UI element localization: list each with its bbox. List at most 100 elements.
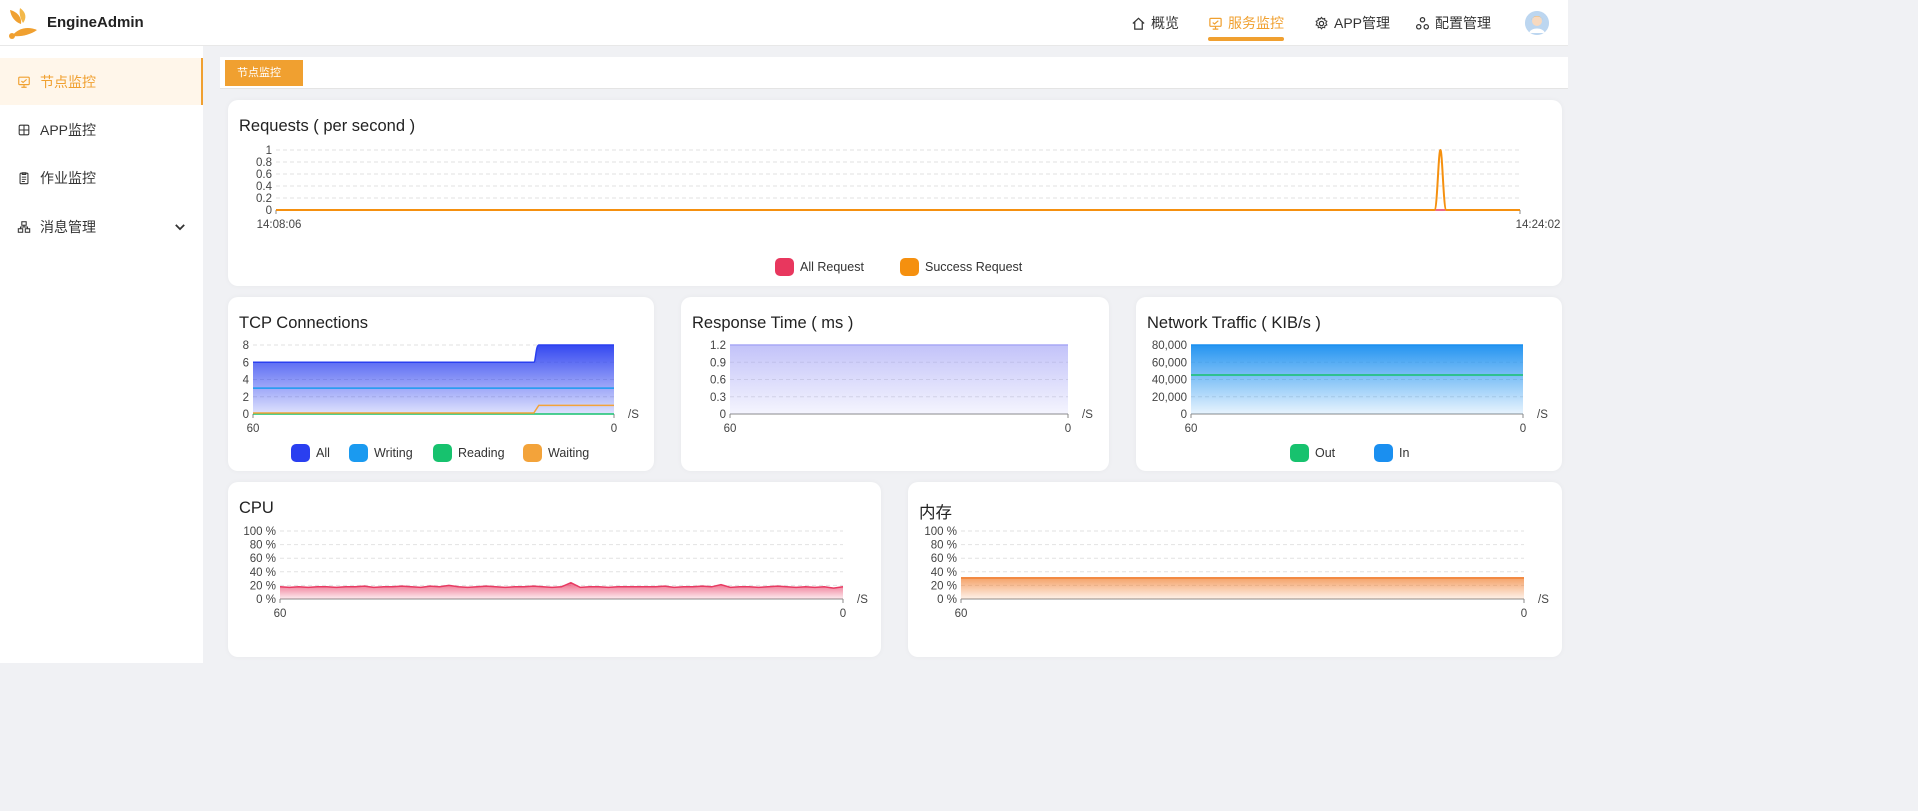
y-tick-label: 6 xyxy=(243,357,249,369)
legend-item[interactable]: Waiting xyxy=(523,444,589,462)
memory-chart: 0 % 20 %40 % 60 %80 % 100 % 60 0/S xyxy=(924,526,1549,620)
response-area xyxy=(730,345,1068,414)
topnav-app-management[interactable]: APP管理 xyxy=(1314,0,1390,46)
gear-icon xyxy=(1315,16,1328,30)
cluster-icon xyxy=(1415,16,1430,30)
x-tick-label: 60 xyxy=(1185,423,1198,435)
sidebar-item-message-management[interactable]: 消息管理 xyxy=(0,203,203,250)
topnav-overview[interactable]: 概览 xyxy=(1131,0,1179,46)
x-unit-label: /S xyxy=(1537,409,1548,421)
requests-chart: 00.20.40.60.81 14:08:06 14:24:02 xyxy=(256,145,1561,231)
network-chart: 0 20,000 40,000 60,000 80,000 60 0/S xyxy=(1152,340,1548,435)
legend-label: Writing xyxy=(374,446,413,460)
topnav-service-monitor[interactable]: 服务监控 xyxy=(1208,0,1284,46)
waiting-line xyxy=(253,404,614,414)
topnav-config-management[interactable]: 配置管理 xyxy=(1415,0,1491,46)
y-tick-label: 0 xyxy=(720,409,726,421)
top-bar: EngineAdmin 概览 服务监控 APP管理 配置管理 xyxy=(0,0,1568,46)
y-tick-label: 40 % xyxy=(931,567,957,579)
sidebar-item-job-monitor[interactable]: 作业监控 xyxy=(0,154,203,201)
y-tick-label: 20 % xyxy=(250,580,276,592)
legend-item[interactable]: Reading xyxy=(433,444,505,462)
topnav-label: 配置管理 xyxy=(1435,15,1491,31)
y-tick-label: 80 % xyxy=(250,540,276,552)
monitor-icon xyxy=(1209,17,1222,30)
success-request-line xyxy=(276,148,1520,211)
tab-node-monitor[interactable]: 节点监控 xyxy=(225,60,303,86)
y-tick-label: 0.8 xyxy=(256,157,272,169)
x-unit-label: /S xyxy=(857,594,868,606)
y-tick-label: 0.4 xyxy=(256,181,273,193)
response-time-card: Response Time ( ms ) 0 0.3 0.6 0.9 1.2 60 0/S xyxy=(681,297,1109,471)
x-tick-label: 0 xyxy=(840,608,846,620)
legend-item[interactable]: Success Request xyxy=(900,258,1022,276)
sidebar: 节点监控 APP监控 作业监控 消息管理 xyxy=(0,46,203,663)
tcp-chart: 0 2 4 6 8 60 0/S xyxy=(243,340,640,435)
x-tick-label: 0 xyxy=(611,423,617,435)
y-tick-label: 8 xyxy=(243,340,249,352)
y-tick-label: 0.2 xyxy=(256,193,272,205)
legend-label: All xyxy=(316,446,330,460)
legend-label: Out xyxy=(1315,446,1336,460)
y-tick-label: 60 % xyxy=(250,553,276,565)
memory-card: 内存 0 % 20 % 40 % 60 % 80 % 100 % 60 0/S xyxy=(908,482,1562,657)
y-tick-label: 60 % xyxy=(931,553,957,565)
legend-item[interactable]: All Request xyxy=(775,258,864,276)
y-tick-label: 100 % xyxy=(243,526,276,538)
legend-swatch xyxy=(523,444,542,462)
x-unit-label: /S xyxy=(628,409,639,421)
sidebar-item-label: 作业监控 xyxy=(40,169,96,186)
monitor-icon xyxy=(18,76,30,88)
legend-label: Success Request xyxy=(925,260,1023,274)
y-tick-label: 0 xyxy=(266,205,272,217)
x-tick-label: 60 xyxy=(724,423,737,435)
sitemap-icon xyxy=(17,220,31,233)
cpu-card: CPU 0 % 20 % 40 % 60 % 80 % 100 % 60 0/S xyxy=(228,482,881,657)
chart-title: 内存 xyxy=(919,504,952,522)
all-line xyxy=(253,344,614,363)
x-tick-label: 14:08:06 xyxy=(257,219,302,231)
y-tick-label: 2 xyxy=(243,392,249,404)
chart-title: CPU xyxy=(239,499,274,517)
legend-swatch xyxy=(1290,444,1309,462)
legend-label: Waiting xyxy=(548,446,590,460)
in-area xyxy=(1191,345,1523,414)
y-tick-label: 0.6 xyxy=(256,169,272,181)
chart-title: Network Traffic ( KIB/s ) xyxy=(1147,314,1321,332)
y-tick-label: 80 % xyxy=(931,540,957,552)
legend-label: All Request xyxy=(800,260,864,274)
cpu-chart: 0 % 20 %40 % 60 %80 % 100 % 60 0/S xyxy=(243,526,868,620)
legend-swatch xyxy=(349,444,368,462)
y-tick-label: 1.2 xyxy=(710,340,726,352)
y-tick-label: 20 % xyxy=(931,580,957,592)
legend-item[interactable]: In xyxy=(1374,444,1409,462)
chart-title: TCP Connections xyxy=(239,314,369,332)
sidebar-item-node-monitor[interactable]: 节点监控 xyxy=(0,58,203,105)
y-tick-label: 20,000 xyxy=(1152,392,1187,404)
legend-swatch xyxy=(433,444,452,462)
x-tick-label: 60 xyxy=(247,423,260,435)
x-tick-label: 60 xyxy=(955,608,968,620)
chart-title: Requests ( per second ) xyxy=(239,117,416,135)
y-tick-label: 40,000 xyxy=(1152,375,1187,387)
network-traffic-card: Network Traffic ( KIB/s ) 0 20,000 40,000 6… xyxy=(1136,297,1562,471)
x-tick-label: 0 xyxy=(1521,608,1527,620)
user-avatar[interactable] xyxy=(1525,11,1549,35)
y-tick-label: 40 % xyxy=(250,567,276,579)
legend-item[interactable]: Out xyxy=(1290,444,1335,462)
y-tick-label: 0 % xyxy=(937,594,957,606)
app-title: EngineAdmin xyxy=(47,14,144,31)
x-tick-label: 14:24:02 xyxy=(1516,219,1561,231)
legend-item[interactable]: All xyxy=(291,444,330,462)
legend-label: In xyxy=(1399,446,1410,460)
chevron-down-icon[interactable] xyxy=(173,220,187,234)
sidebar-item-app-monitor[interactable]: APP监控 xyxy=(0,106,203,153)
cpu-line xyxy=(279,581,844,589)
topnav-label: APP管理 xyxy=(1334,15,1391,31)
x-tick-label: 0 xyxy=(1520,423,1526,435)
memory-area xyxy=(961,577,1524,599)
clipboard-icon xyxy=(19,171,29,184)
legend-item[interactable]: Writing xyxy=(349,444,413,462)
y-tick-label: 0 % xyxy=(256,594,276,606)
y-tick-label: 0 xyxy=(1181,409,1187,421)
